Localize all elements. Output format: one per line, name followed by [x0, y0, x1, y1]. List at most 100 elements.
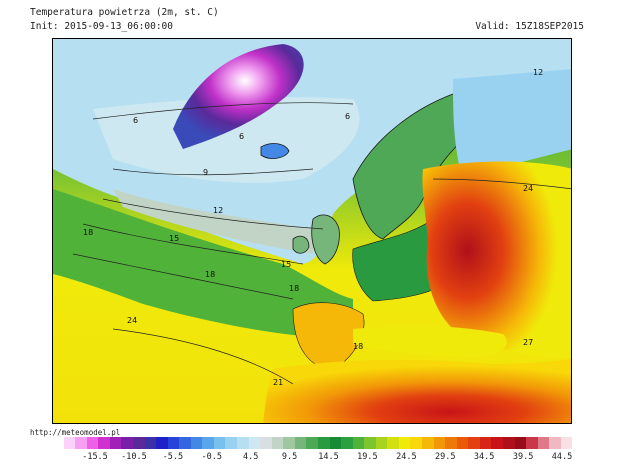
color-scale-segment — [132, 437, 145, 449]
color-scale-segment — [549, 437, 561, 449]
color-scale-segment — [375, 437, 388, 449]
color-scale-segment — [202, 437, 214, 449]
color-scale-segment — [422, 437, 434, 449]
color-scale-tick-label: 9.5 — [281, 452, 298, 462]
contour-label: 21 — [273, 378, 283, 387]
color-scale-tick-label: 39.5 — [512, 452, 534, 462]
color-scale-segment — [237, 437, 249, 449]
contour-label: 9 — [203, 168, 208, 177]
contour-15 — [82, 223, 304, 265]
contour-label: 6 — [345, 112, 350, 121]
far-northeast-cool — [453, 69, 571, 179]
color-scale-segment — [410, 437, 422, 449]
color-scale-segment — [352, 437, 365, 449]
color-scale-tick-label: 4.5 — [242, 452, 259, 462]
color-scale-tick-label: -15.5 — [82, 452, 108, 462]
color-scale-segment — [121, 437, 133, 449]
contour-9 — [112, 168, 314, 176]
contour-label: 18 — [205, 270, 215, 279]
contour-label: 18 — [83, 228, 93, 237]
ocean-cool-inner — [93, 97, 360, 183]
color-scale-bar — [52, 437, 573, 449]
color-scale-segment — [144, 437, 157, 449]
great-britain — [311, 214, 340, 265]
color-scale-segment — [560, 437, 573, 449]
color-scale-tick-label: 44.5 — [551, 452, 573, 462]
color-scale-segment — [479, 437, 492, 449]
color-scale-segment — [364, 437, 376, 449]
color-scale-ticks: -15.5 -10.5 -5.5 -0.5 4.5 9.5 14.5 19.5 24.5 29.5… — [52, 452, 572, 464]
color-scale-segment — [156, 437, 168, 449]
color-scale-tick-label: 19.5 — [357, 452, 378, 462]
color-scale-segment — [502, 437, 515, 449]
greenland-cold — [173, 44, 304, 149]
color-scale-segment — [537, 437, 550, 449]
color-scale-segment — [179, 437, 191, 449]
ireland — [292, 235, 310, 254]
color-scale-segment — [317, 437, 330, 449]
temperature-map: 6 6 6 9 12 15 15 18 18 18 21 24 24 24 27… — [52, 38, 572, 424]
source-url[interactable]: http://meteomodel.pl — [30, 428, 121, 437]
contour-21 — [112, 328, 294, 385]
color-scale-tick-label: -0.5 — [201, 452, 222, 462]
color-scale-segment — [468, 437, 480, 449]
color-scale-segment — [433, 437, 446, 449]
color-scale-segment — [271, 437, 284, 449]
color-scale-segment — [190, 437, 203, 449]
color-scale-tick-label: 29.5 — [435, 452, 456, 462]
color-scale-tick-label: 14.5 — [318, 452, 339, 462]
color-scale-segment — [456, 437, 469, 449]
color-scale-segment — [514, 437, 527, 449]
contour-label: 27 — [523, 338, 533, 347]
color-scale-segment — [387, 437, 399, 449]
contour-18 — [72, 253, 294, 300]
band-green-mid — [53, 189, 353, 339]
color-scale-segment — [86, 437, 99, 449]
color-scale-segment — [306, 437, 318, 449]
iceland — [260, 143, 290, 159]
contour-24-east — [432, 178, 571, 190]
contour-label: 24 — [523, 184, 533, 193]
color-scale-segment — [167, 437, 180, 449]
chart-title: Temperatura powietrza (2m, st. C) — [30, 7, 219, 18]
north-africa-hot — [263, 359, 571, 423]
color-scale-segment — [75, 437, 87, 449]
iberia — [292, 302, 365, 370]
color-scale-segment — [445, 437, 457, 449]
color-scale-segment — [294, 437, 307, 449]
contour-label: 18 — [289, 284, 299, 293]
contour-label: 12 — [533, 68, 543, 77]
color-scale-segment — [52, 437, 64, 449]
color-scale-segment — [63, 437, 76, 449]
color-scale-segment — [329, 437, 342, 449]
color-scale-tick-label: -10.5 — [121, 452, 147, 462]
color-scale-segment — [526, 437, 538, 449]
color-scale-segment — [260, 437, 272, 449]
contour-label: 6 — [133, 116, 138, 125]
color-scale-segment — [225, 437, 237, 449]
contour-label: 12 — [213, 206, 223, 215]
contour-label: 15 — [169, 234, 179, 243]
mediterranean-sea — [353, 325, 507, 357]
color-scale-segment — [98, 437, 110, 449]
contour-label: 24 — [127, 316, 137, 325]
contour-label: 6 — [239, 132, 244, 141]
eastern-europe-hot — [422, 161, 571, 359]
color-scale-tick-label: -5.5 — [162, 452, 184, 462]
color-scale-tick-label: 24.5 — [396, 452, 417, 462]
color-scale-segment — [283, 437, 295, 449]
color-scale-segment — [109, 437, 122, 449]
contour-label: 18 — [353, 342, 363, 351]
contour-label: 15 — [281, 260, 291, 269]
valid-time: Valid: 15Z18SEP2015 — [475, 21, 584, 32]
contour-6 — [92, 102, 354, 120]
color-scale-segment — [398, 437, 411, 449]
color-scale-segment — [248, 437, 261, 449]
contour-12 — [102, 198, 324, 230]
color-scale-tick-label: 34.5 — [473, 452, 495, 462]
color-scale-segment — [213, 437, 226, 449]
ocean-grey-band — [113, 189, 313, 254]
color-scale-segment — [341, 437, 353, 449]
color-scale-segment — [491, 437, 503, 449]
init-time: Init: 2015-09-13_06:00:00 — [30, 21, 173, 32]
